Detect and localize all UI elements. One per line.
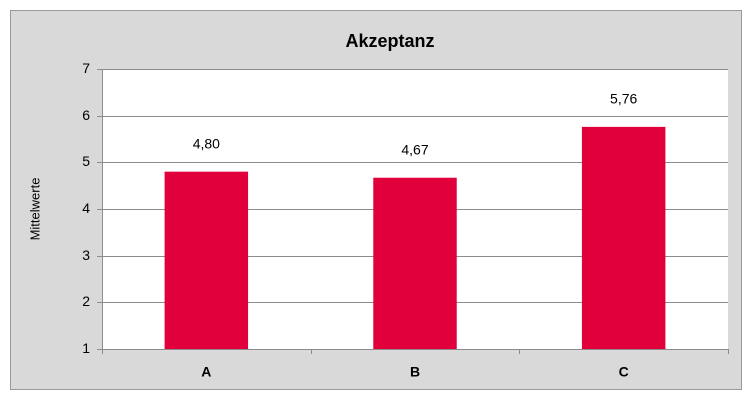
y-tick-label: 6: [82, 107, 90, 123]
bar: [581, 126, 666, 349]
y-tick-label: 4: [82, 200, 90, 216]
chart-title: Akzeptanz: [345, 31, 434, 51]
y-tick-label: 2: [82, 293, 90, 309]
y-tick-label: 3: [82, 247, 90, 263]
y-axis-label: Mittelwerte: [27, 178, 42, 241]
value-label: 5,76: [610, 91, 637, 107]
y-tick-label: 7: [82, 60, 90, 76]
value-label: 4,80: [193, 135, 220, 151]
y-tick-label: 5: [82, 153, 90, 169]
x-tick-label: C: [619, 364, 629, 380]
x-tick-label: B: [410, 364, 420, 380]
bar: [164, 171, 249, 349]
bar: [373, 177, 457, 349]
value-label: 4,67: [401, 141, 428, 157]
y-tick-label: 1: [82, 340, 90, 356]
x-tick-label: A: [201, 364, 211, 380]
